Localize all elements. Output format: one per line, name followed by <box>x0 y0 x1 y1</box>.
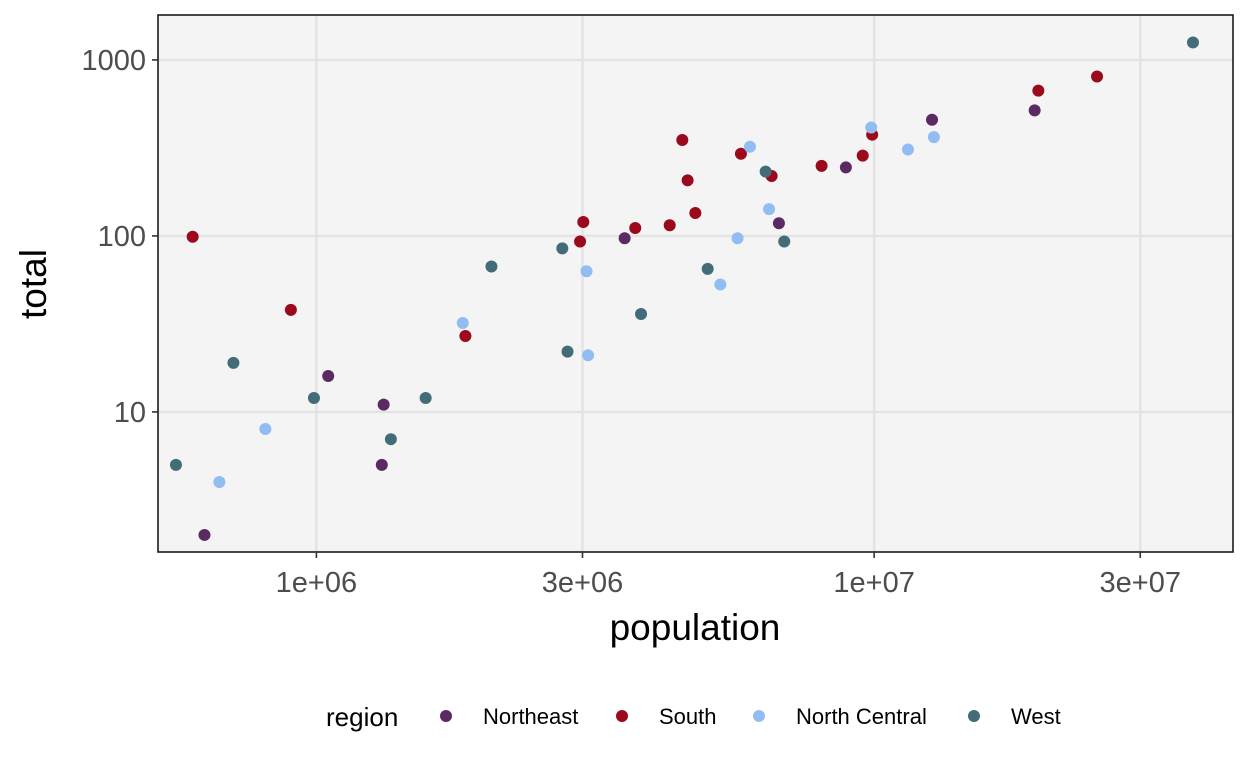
data-point <box>689 206 702 219</box>
y-tick-label: 1000 <box>81 45 146 77</box>
plot-panel <box>158 15 1233 552</box>
data-point <box>456 317 469 330</box>
data-point <box>1032 84 1045 97</box>
data-point <box>865 121 878 134</box>
legend-key <box>753 710 765 722</box>
data-point <box>927 131 940 144</box>
series-north-central <box>213 121 940 488</box>
data-point <box>759 165 772 178</box>
legend-item: South <box>616 704 717 729</box>
x-axis-ticks: 1e+06 3e+06 1e+07 3e+07 <box>276 552 1181 599</box>
data-point <box>213 475 226 488</box>
data-point <box>681 174 694 187</box>
data-point <box>926 113 939 126</box>
data-point <box>815 159 828 172</box>
x-tick-label: 1e+07 <box>833 567 914 599</box>
y-tick-label: 10 <box>114 397 146 429</box>
y-axis-ticks: 10 100 1000 <box>81 45 158 429</box>
legend-title: region <box>326 702 398 732</box>
data-point <box>377 398 390 411</box>
data-point <box>856 149 869 162</box>
data-point <box>1091 70 1104 83</box>
data-point <box>577 215 590 228</box>
data-point <box>227 356 240 369</box>
data-point <box>901 143 914 156</box>
data-point <box>701 262 714 275</box>
data-point <box>763 203 776 216</box>
x-tick-label: 3e+06 <box>542 567 623 599</box>
data-point <box>1186 36 1199 49</box>
data-point <box>322 370 335 383</box>
data-point <box>1028 104 1041 117</box>
data-point <box>485 260 498 273</box>
data-point <box>618 232 631 245</box>
data-point <box>419 391 432 404</box>
data-point <box>580 265 593 278</box>
legend-label: South <box>659 704 717 729</box>
x-tick-label: 1e+06 <box>276 567 357 599</box>
data-point <box>459 330 472 343</box>
data-point <box>574 235 587 248</box>
data-point <box>582 349 595 362</box>
series-west <box>169 36 1199 471</box>
data-point <box>186 230 199 243</box>
legend-key <box>440 710 452 722</box>
data-point <box>384 433 397 446</box>
grid-lines <box>158 15 1233 552</box>
data-point <box>663 219 676 232</box>
legend: region Northeast South North Central West <box>326 702 1061 732</box>
data-point <box>731 232 744 245</box>
legend-label: West <box>1011 704 1061 729</box>
data-point <box>772 217 785 230</box>
legend-item: Northeast <box>440 704 578 729</box>
legend-label: Northeast <box>483 704 578 729</box>
data-point <box>839 161 852 174</box>
legend-key <box>616 710 628 722</box>
data-point <box>259 422 272 435</box>
data-point <box>778 235 791 248</box>
data-point <box>714 278 727 291</box>
series-northeast <box>198 104 1041 541</box>
legend-label: North Central <box>796 704 927 729</box>
x-axis-title: population <box>610 607 781 648</box>
legend-item: West <box>968 704 1061 729</box>
legend-key <box>968 710 980 722</box>
data-point <box>375 458 388 471</box>
plot-border <box>157 14 1234 553</box>
data-point <box>198 528 211 541</box>
data-point <box>676 133 689 146</box>
data-point <box>556 242 569 255</box>
y-axis-title: total <box>13 249 54 319</box>
data-point <box>734 147 747 160</box>
y-tick-label: 100 <box>98 221 146 253</box>
data-point <box>743 140 756 153</box>
data-point <box>635 308 648 321</box>
x-tick-label: 3e+07 <box>1100 567 1181 599</box>
data-point <box>629 221 642 234</box>
legend-item: North Central <box>753 704 927 729</box>
data-point <box>307 391 320 404</box>
data-point <box>561 345 574 358</box>
data-point <box>169 458 182 471</box>
data-point <box>284 303 297 316</box>
data-points <box>169 36 1199 541</box>
